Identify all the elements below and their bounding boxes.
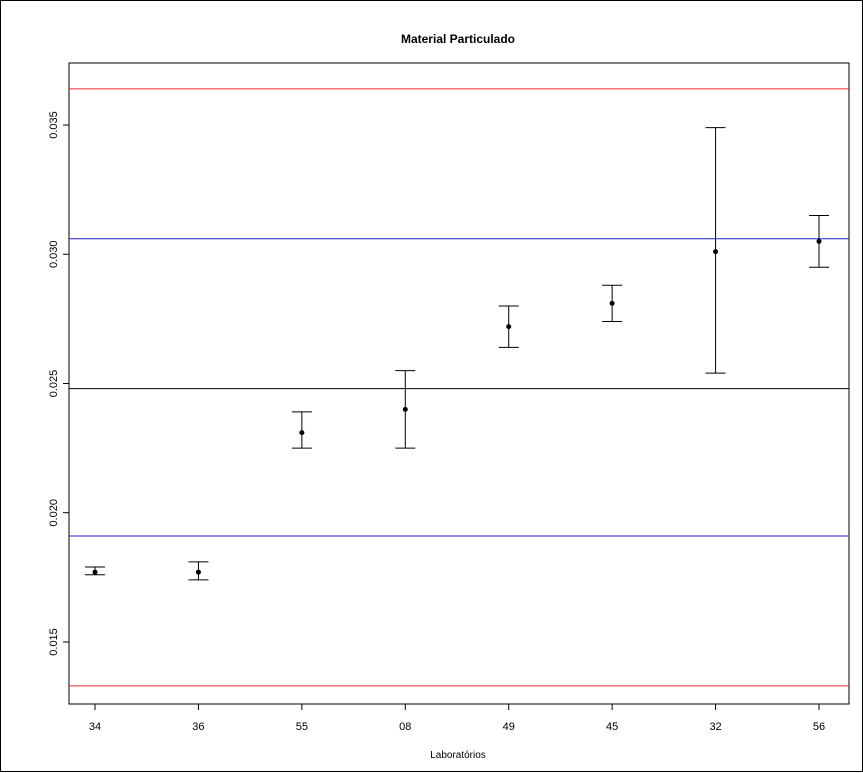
data-points: [85, 127, 829, 581]
data-point: [402, 406, 408, 412]
reference-lines: [69, 88, 849, 687]
error-bar-point: [498, 305, 519, 348]
x-tick-label: 55: [296, 721, 308, 733]
y-tick-label: 0.030: [48, 241, 60, 269]
y-tick-label: 0.015: [48, 628, 60, 656]
error-bar-point: [395, 370, 416, 449]
error-bar-point: [705, 127, 726, 374]
error-bar-point: [85, 566, 105, 576]
data-point: [713, 249, 719, 255]
x-axis-label: Laboratórios: [430, 750, 486, 761]
y-tick-label: 0.035: [48, 111, 60, 139]
y-axis: 0.015 0.020 0.025 0.030 0.035: [48, 111, 69, 656]
data-point: [609, 300, 615, 306]
x-axis: 34 36 55 08 49 45 32 56: [89, 704, 825, 733]
y-tick-label: 0.025: [48, 370, 60, 398]
x-tick-label: 45: [606, 721, 618, 733]
x-tick-label: 56: [813, 721, 825, 733]
error-bar-point: [809, 214, 829, 268]
data-point: [195, 569, 201, 575]
data-point: [299, 430, 305, 436]
error-bar-point: [602, 284, 623, 322]
x-tick-label: 34: [89, 721, 101, 733]
data-point: [506, 324, 512, 330]
plot-area: [68, 62, 850, 705]
x-tick-label: 36: [192, 721, 204, 733]
data-point: [816, 238, 822, 244]
chart-title: Material Particulado: [401, 32, 515, 46]
x-tick-label: 32: [709, 721, 721, 733]
x-tick-label: 49: [503, 721, 515, 733]
error-bar-point: [291, 411, 312, 449]
error-bar-point: [188, 561, 209, 581]
data-point: [92, 569, 98, 575]
x-tick-label: 08: [399, 721, 411, 733]
y-tick-label: 0.020: [48, 499, 60, 527]
